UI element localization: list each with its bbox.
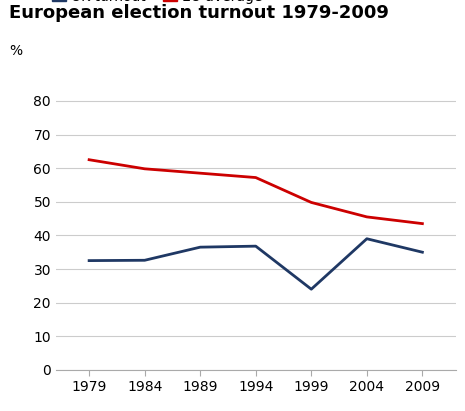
Text: %: % [9,44,22,58]
Text: European election turnout 1979-2009: European election turnout 1979-2009 [9,4,389,22]
Legend: UK turnout, EU average: UK turnout, EU average [52,0,262,4]
